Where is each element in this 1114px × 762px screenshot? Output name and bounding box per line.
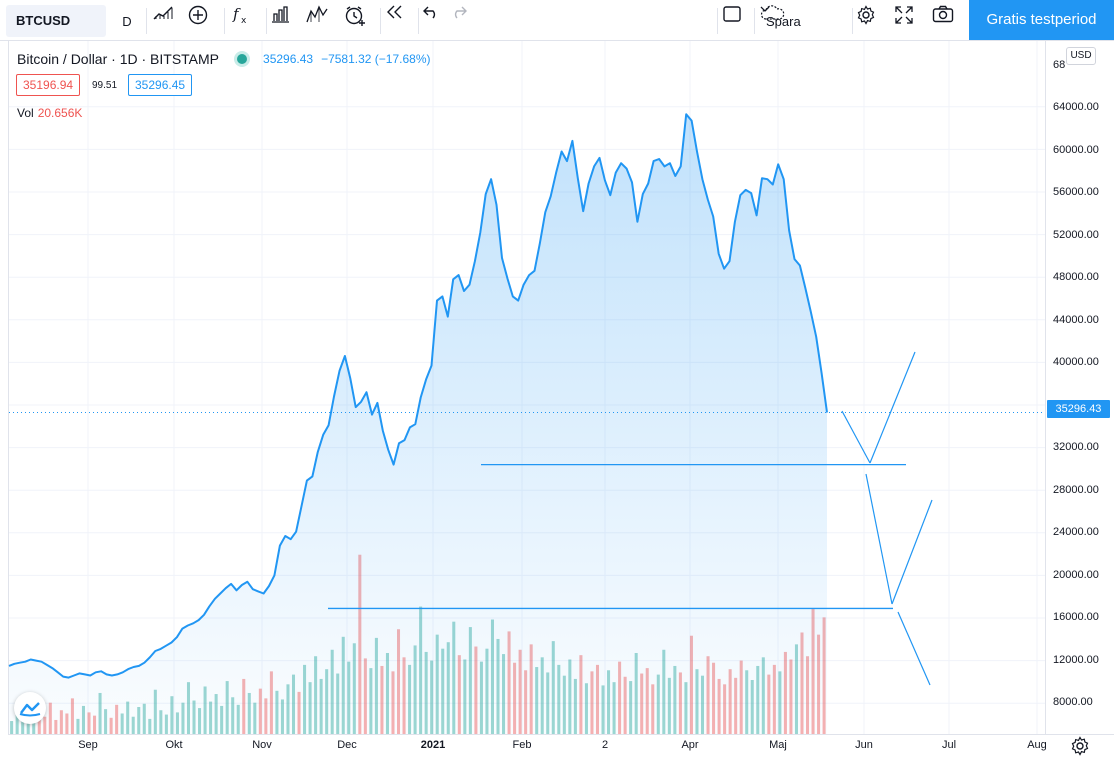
price-tick-label: 16000.00 [1053,611,1099,623]
price-tick-label: 64000.00 [1053,101,1099,113]
price-line[interactable] [8,113,828,679]
price-tick-label: 56000.00 [1053,186,1099,198]
last-price-label: 35296.43 [1047,400,1110,418]
market-status-icon [237,54,248,64]
tradingview-logo-icon[interactable] [14,692,46,724]
bar-style-icon[interactable] [152,5,184,37]
series-legend: Bitcoin / Dollar · 1D · BITSTAMP 35296.4… [17,49,431,69]
toolbar-divider [418,8,419,34]
price-tick-label: 44000.00 [1053,314,1099,326]
volume-value: 20.656K [37,106,83,120]
time-tick-label: 2021 [420,739,446,751]
time-tick-label: Dec [337,739,357,751]
layout-icon[interactable] [722,5,750,37]
symbol-search-button[interactable]: BTCUSD [6,5,106,37]
free-trial-button[interactable]: Gratis testperiod [969,0,1114,40]
price-tick-label: 28000.00 [1053,484,1099,496]
price-tick-label: 52000.00 [1053,229,1099,241]
toolbar-divider [754,8,755,34]
price-tick-label: 8000.00 [1053,696,1093,708]
time-tick-label: Jul [941,739,957,751]
chart-settings-icon[interactable] [1070,736,1092,758]
symbol-title[interactable]: Bitcoin / Dollar · 1D · BITSTAMP [17,51,220,67]
save-button[interactable]: Spara [760,5,850,37]
price-tick-label: 32000.00 [1053,441,1099,453]
time-tick-label: Aug [1027,739,1047,751]
add-compare-icon[interactable] [188,5,220,37]
toolbar-divider [224,8,225,34]
settings-icon[interactable] [856,5,886,37]
price-tick-label: 24000.00 [1053,526,1099,538]
snapshot-icon[interactable] [932,5,964,37]
time-tick-label: Sep [78,739,98,751]
financials-icon[interactable] [270,5,302,37]
toolbar-divider [717,8,718,34]
price-tick-label: 48000.00 [1053,271,1099,283]
price-tick-label: 20000.00 [1053,569,1099,581]
time-tick-label: Nov [252,739,272,751]
price-tick-label: 12000.00 [1053,654,1099,666]
fullscreen-icon[interactable] [894,5,926,37]
time-tick-label: Jun [855,739,873,751]
trend-line-drawing[interactable] [865,473,893,605]
replay-icon[interactable] [386,5,416,37]
toolbar-divider [852,8,853,34]
undo-icon[interactable] [422,5,450,37]
time-tick-label: Apr [681,739,699,751]
time-axis[interactable] [8,734,1114,762]
sell-price-button[interactable]: 35196.94 [16,74,81,96]
time-tick-label: Feb [512,739,532,751]
alert-icon[interactable] [344,5,376,37]
last-price-value: 35296.43 [263,52,314,66]
volume-label: Vol [17,106,34,120]
currency-badge[interactable]: USD [1066,47,1096,65]
time-tick-label: Maj [769,739,787,751]
templates-icon[interactable] [306,5,338,37]
time-tick-label: Okt [165,739,183,751]
spread-value: 99.51 [92,76,118,98]
toolbar-divider [266,8,267,34]
chart-pane[interactable] [8,41,1045,734]
trend-line-drawing[interactable] [869,351,916,464]
price-tick-label: 60000.00 [1053,144,1099,156]
price-tick-label: 68 [1053,59,1066,71]
save-label: Spara [766,13,801,29]
toolbar-divider [146,8,147,34]
buy-price-button[interactable]: 35296.45 [128,74,193,96]
price-area [9,114,827,735]
price-axis[interactable] [1045,41,1114,734]
svg-text:x: x [241,16,247,25]
price-change-value: −7581.32 (−17.68%) [321,52,431,66]
svg-text:f: f [232,5,241,23]
time-tick-label: 2 [601,739,609,751]
price-tick-label: 40000.00 [1053,356,1099,368]
trend-line-drawing[interactable] [891,499,933,605]
trend-line-drawing[interactable] [897,611,931,686]
redo-icon[interactable] [450,5,478,37]
trend-line-drawing[interactable] [841,410,871,464]
interval-button[interactable]: D [122,13,132,29]
toolbar-divider [380,8,381,34]
volume-legend: Vol 20.656K [17,106,82,120]
